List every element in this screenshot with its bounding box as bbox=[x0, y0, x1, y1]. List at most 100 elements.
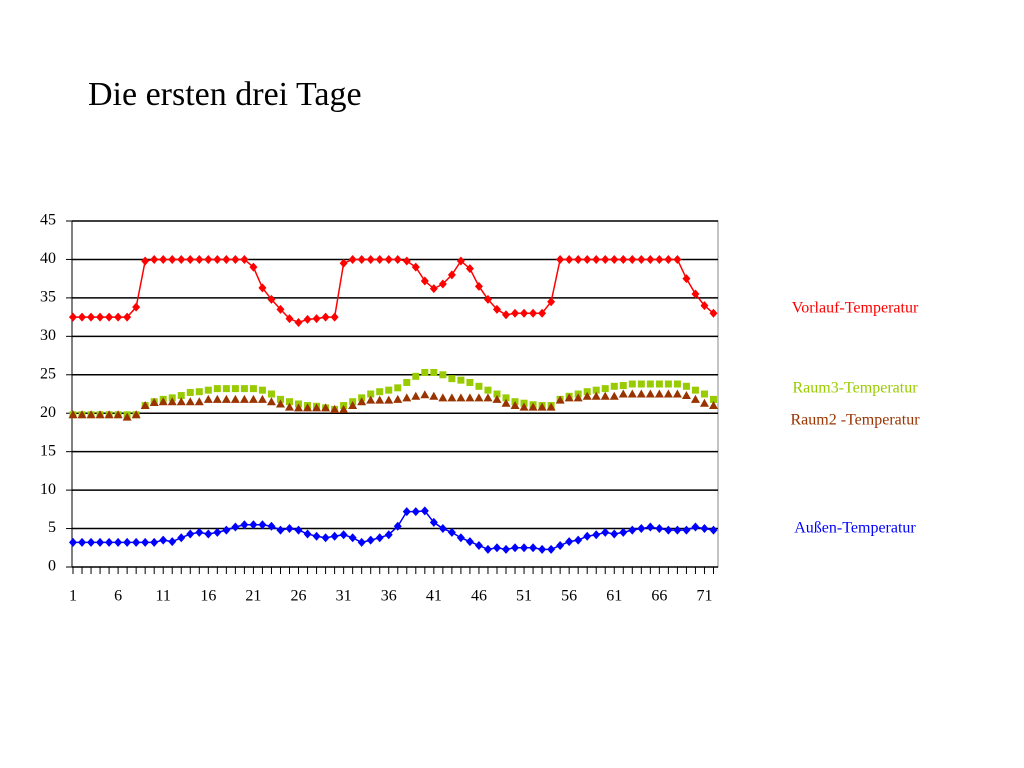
marker bbox=[69, 312, 77, 322]
marker bbox=[114, 537, 123, 547]
marker bbox=[231, 522, 240, 532]
marker bbox=[393, 394, 403, 403]
marker bbox=[655, 380, 663, 388]
marker bbox=[709, 308, 718, 318]
marker bbox=[204, 254, 213, 264]
marker bbox=[149, 397, 159, 406]
marker bbox=[447, 270, 456, 280]
marker bbox=[700, 301, 709, 311]
marker bbox=[122, 412, 132, 421]
marker bbox=[321, 312, 330, 322]
marker bbox=[682, 274, 691, 284]
marker bbox=[412, 372, 420, 380]
marker bbox=[682, 382, 690, 390]
marker bbox=[502, 310, 511, 320]
marker bbox=[592, 254, 601, 264]
marker bbox=[672, 389, 682, 398]
marker bbox=[645, 389, 655, 398]
marker bbox=[601, 527, 610, 537]
marker bbox=[520, 308, 529, 318]
marker bbox=[150, 254, 159, 264]
marker bbox=[402, 393, 412, 402]
x-tick-label: 16 bbox=[200, 588, 216, 605]
marker bbox=[438, 279, 447, 289]
y-tick-label: 20 bbox=[40, 404, 56, 421]
marker bbox=[249, 520, 258, 530]
y-tick-label: 45 bbox=[40, 212, 56, 229]
marker bbox=[591, 391, 601, 400]
marker bbox=[330, 531, 339, 541]
marker bbox=[582, 391, 592, 400]
marker bbox=[700, 390, 708, 398]
marker bbox=[168, 254, 177, 264]
marker bbox=[285, 402, 295, 411]
marker bbox=[141, 256, 150, 266]
marker bbox=[673, 380, 681, 388]
marker bbox=[285, 524, 294, 534]
marker bbox=[267, 521, 276, 531]
x-tick-label: 51 bbox=[516, 588, 532, 605]
x-tick-label: 56 bbox=[561, 588, 577, 605]
marker bbox=[592, 530, 601, 540]
marker bbox=[286, 398, 294, 406]
marker bbox=[87, 312, 96, 322]
marker bbox=[87, 537, 96, 547]
marker bbox=[610, 254, 619, 264]
marker bbox=[276, 395, 284, 403]
marker bbox=[628, 525, 637, 535]
marker bbox=[132, 302, 141, 312]
marker bbox=[465, 537, 474, 547]
marker bbox=[673, 254, 682, 264]
marker bbox=[421, 368, 429, 376]
marker bbox=[393, 521, 402, 531]
x-tick-label: 46 bbox=[471, 588, 487, 605]
marker bbox=[708, 401, 718, 410]
marker bbox=[690, 394, 700, 403]
marker bbox=[177, 533, 186, 543]
marker bbox=[222, 385, 230, 393]
marker bbox=[204, 386, 212, 394]
marker bbox=[321, 403, 331, 412]
marker bbox=[78, 537, 87, 547]
x-tick-label: 11 bbox=[156, 588, 171, 605]
marker bbox=[574, 535, 583, 545]
marker bbox=[619, 527, 628, 537]
marker bbox=[267, 294, 276, 304]
marker bbox=[673, 525, 682, 535]
marker bbox=[248, 394, 258, 403]
marker bbox=[600, 391, 610, 400]
marker bbox=[394, 384, 402, 392]
marker bbox=[375, 533, 384, 543]
marker bbox=[565, 537, 574, 547]
marker bbox=[348, 533, 357, 543]
marker bbox=[699, 398, 709, 407]
marker bbox=[195, 388, 203, 396]
x-tick-label: 41 bbox=[426, 588, 442, 605]
marker bbox=[213, 527, 222, 537]
marker bbox=[330, 312, 339, 322]
marker bbox=[185, 397, 195, 406]
marker bbox=[655, 524, 664, 534]
marker bbox=[420, 276, 429, 286]
marker bbox=[384, 395, 394, 404]
legend-label: Raum3-Temperatur bbox=[792, 380, 918, 397]
marker bbox=[529, 308, 538, 318]
marker bbox=[475, 382, 483, 390]
marker bbox=[366, 254, 375, 264]
marker bbox=[457, 376, 465, 384]
x-tick-label: 66 bbox=[651, 588, 667, 605]
marker bbox=[221, 394, 231, 403]
marker bbox=[375, 254, 384, 264]
marker bbox=[483, 294, 492, 304]
marker bbox=[95, 410, 105, 419]
marker bbox=[646, 522, 655, 532]
marker bbox=[285, 314, 294, 324]
marker bbox=[131, 410, 141, 419]
marker bbox=[276, 525, 285, 535]
marker bbox=[294, 525, 303, 535]
marker bbox=[249, 385, 257, 393]
marker bbox=[664, 254, 673, 264]
series-line bbox=[73, 258, 714, 324]
marker bbox=[393, 254, 402, 264]
